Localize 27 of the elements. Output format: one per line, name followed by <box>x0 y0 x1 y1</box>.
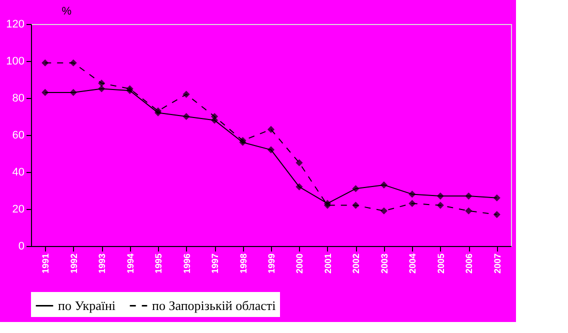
x-tick-label: 2005 <box>436 254 446 274</box>
x-tick-label: 1992 <box>68 254 79 274</box>
y-tick-label: 0 <box>18 240 24 252</box>
x-tick-label: 2004 <box>408 254 418 274</box>
x-tick-label: 2003 <box>379 254 390 274</box>
x-tick-label: 1996 <box>182 254 192 274</box>
x-tick-label: 1998 <box>238 254 248 274</box>
x-tick-label: 1994 <box>125 254 136 274</box>
x-tick-label: 1997 <box>210 254 220 274</box>
y-tick-label: 80 <box>12 92 24 104</box>
x-tick-label: 1991 <box>40 254 51 274</box>
legend-label: по Україні <box>58 298 116 313</box>
x-tick-label: 2001 <box>322 254 333 274</box>
y-tick-label: 120 <box>6 18 24 30</box>
y-tick-label: 40 <box>12 166 24 178</box>
x-tick-label: 2006 <box>464 254 474 274</box>
x-tick-label: 1993 <box>97 254 108 274</box>
y-tick-label: 100 <box>6 56 24 68</box>
x-tick-label: 1995 <box>154 254 164 274</box>
y-tick-label: 20 <box>12 204 24 216</box>
x-tick-label: 2000 <box>294 254 305 274</box>
y-axis-title: % <box>62 6 72 18</box>
x-tick-label: 1999 <box>266 254 276 274</box>
x-tick-label: 2007 <box>492 254 502 274</box>
x-tick-label: 2002 <box>351 254 362 274</box>
y-tick-label: 60 <box>12 130 24 142</box>
legend-label: по Запорізькій області <box>152 298 276 313</box>
